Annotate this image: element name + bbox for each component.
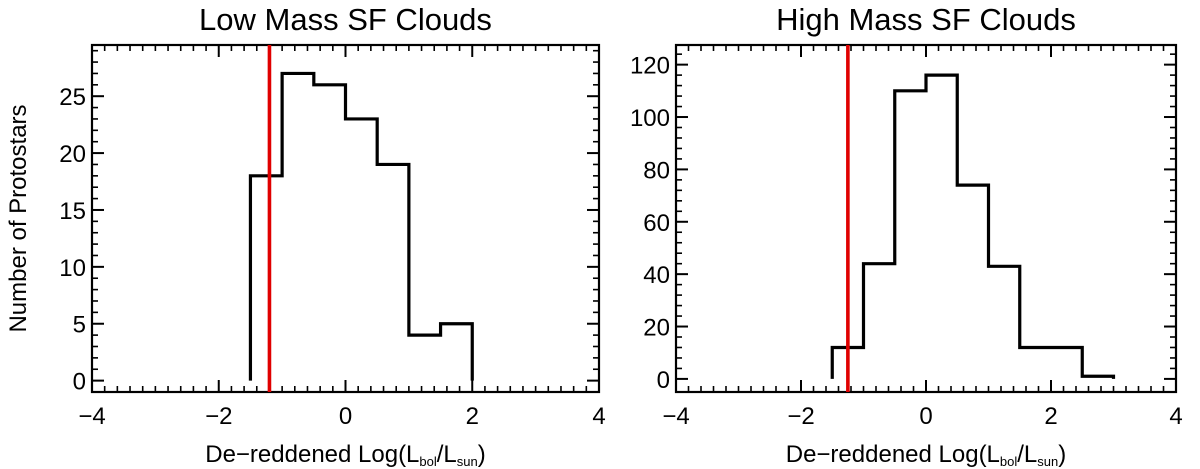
histogram-outline [830,73,1116,379]
x-tick-label: −2 [787,403,814,430]
x-tick-label: −2 [205,403,232,430]
x-tick-label: 0 [339,403,352,430]
x-tick-label: 4 [592,403,605,430]
histogram-bin [926,75,957,379]
histogram-bin [1020,347,1051,378]
y-axis-label: Number of Protostars [5,104,32,332]
x-tick-label: 2 [466,403,479,430]
histogram-bin [377,164,409,380]
y-tick-label: 15 [59,198,86,225]
x-tick-label: 4 [1169,403,1182,430]
y-tick-label: 20 [59,141,86,168]
y-tick-label: 0 [73,369,86,396]
plot-frame [674,43,1178,394]
y-tick-label: 20 [643,315,670,342]
y-tick-label: 120 [630,53,670,80]
histogram-bin [409,335,441,381]
y-tick-label: 5 [73,312,86,339]
y-tick-label: 80 [643,157,670,184]
histogram-bin [895,91,926,379]
x-axis-label: De−reddened Log(Lbol/Lsun) [205,441,486,469]
histogram-bin [957,185,988,379]
y-tick-label: 10 [59,255,86,282]
histogram-outline [248,71,474,381]
x-tick-label: −4 [78,403,105,430]
histogram-bin [989,266,1020,379]
x-tick-label: −4 [662,403,689,430]
panel-2: High Mass SF Clouds−4 −2 0 2 402040608010012… [630,2,1183,469]
panel-1: Low Mass SF Clouds −4 −2 0 2 4 0 5 10 15 20 25 De−re… [5,2,606,469]
x-axis-label: De−reddened Log(Lbol/Lsun) [786,441,1067,469]
x-tick-label: 2 [1044,403,1057,430]
histogram-bin [314,85,346,381]
chart-title: Low Mass SF Clouds [199,2,492,37]
chart-title: High Mass SF Clouds [776,2,1076,37]
y-tick-label: 0 [657,367,670,394]
histogram-bin [864,264,895,379]
histogram-bin [282,73,314,380]
histogram-bin [346,119,378,381]
histogram-bin [441,324,473,381]
y-tick-label: 60 [643,210,670,237]
histogram-bin [250,176,282,381]
y-tick-label: 40 [643,262,670,289]
y-tick-label: 25 [59,84,86,111]
histogram-bin [1051,347,1082,378]
y-tick-label: 100 [630,105,670,132]
x-tick-label: 0 [919,403,932,430]
